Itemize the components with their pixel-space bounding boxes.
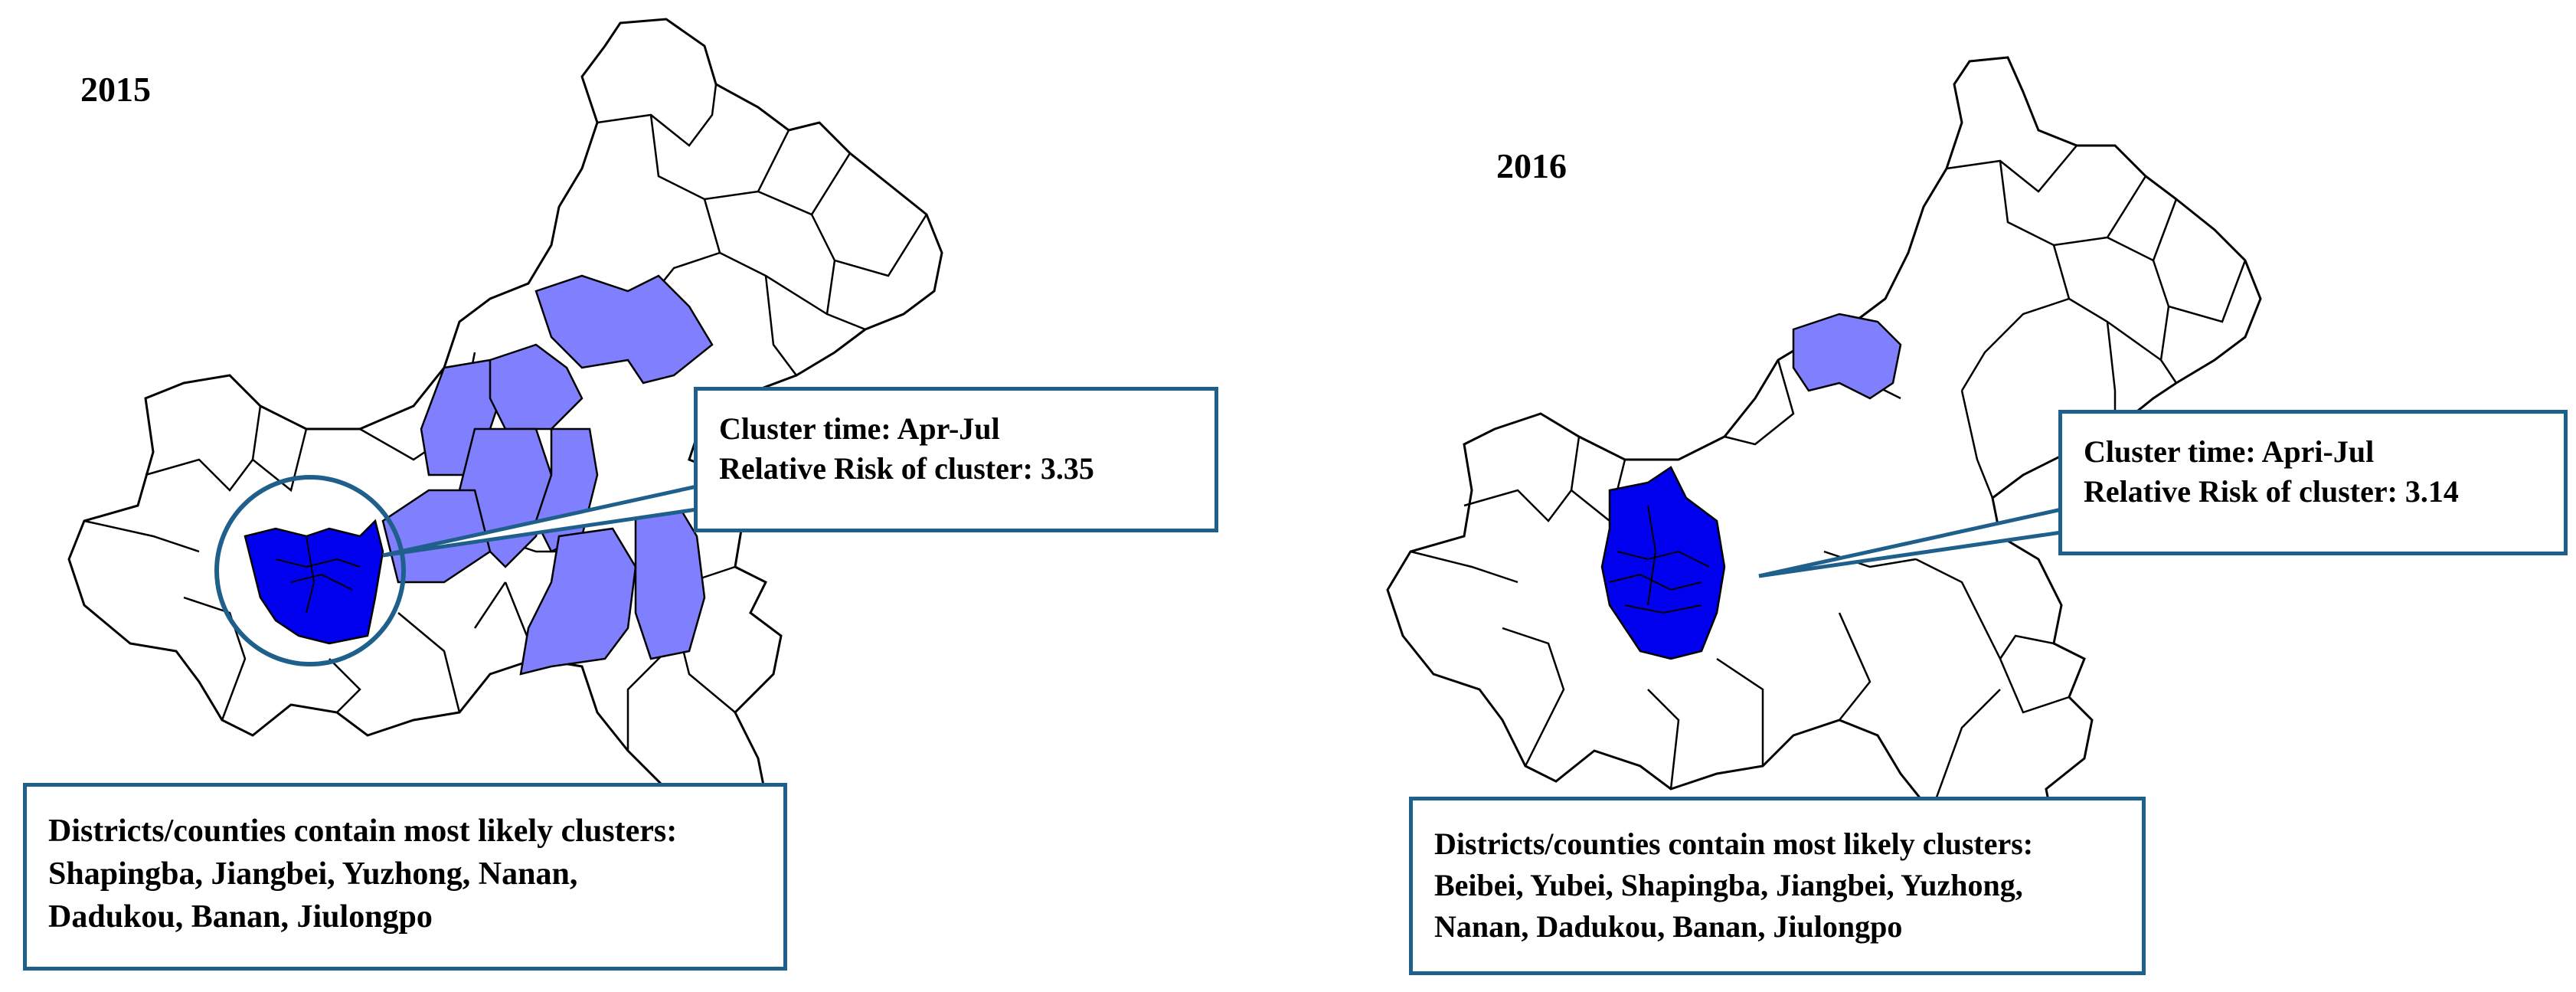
most-likely-cluster <box>1600 466 1726 660</box>
district-light-6 <box>381 489 492 584</box>
cluster-internal-boundary <box>1609 573 1702 591</box>
cluster-internal-boundary <box>1617 550 1710 568</box>
cluster-internal-boundary <box>275 558 361 568</box>
year-label: 2016 <box>1496 146 1567 185</box>
map-2015 <box>67 18 943 814</box>
map-2016 <box>1386 56 2262 844</box>
cluster-time: Cluster time: Apr-Jul <box>719 411 1000 446</box>
districts-line-1: Shapingba, Jiangbei, Yuzhong, Nanan, <box>48 856 578 892</box>
districts-box: Districts/counties contain most likely c… <box>23 783 787 971</box>
district-light-3 <box>489 343 584 431</box>
map-panel-2016: 2016 Cluster time: Apri-Jul Relative Ris… <box>1288 0 2576 992</box>
relative-risk: Relative Risk of cluster: 3.14 <box>2084 474 2459 509</box>
cluster-internal-boundary <box>1647 505 1657 606</box>
cluster-internal-boundary <box>1624 604 1702 614</box>
district-light-7 <box>519 527 637 676</box>
districts-heading: Districts/counties contain most likely c… <box>48 814 678 849</box>
districts-line-2: Nanan, Dadukou, Banan, Jiulongpo <box>1434 909 1903 944</box>
most-likely-cluster <box>244 519 384 645</box>
relative-risk: Relative Risk of cluster: 3.35 <box>719 451 1094 486</box>
districts-line-2: Dadukou, Banan, Jiulongpo <box>48 899 433 935</box>
cluster-internal-boundary <box>290 573 353 591</box>
cluster-time: Cluster time: Apri-Jul <box>2084 434 2375 469</box>
cluster-circle <box>214 475 406 666</box>
districts-heading: Districts/counties contain most likely c… <box>1434 827 2034 861</box>
districts-line-1: Beibei, Yubei, Shapingba, Jiangbei, Yuzh… <box>1434 868 2023 902</box>
district-light-1 <box>534 274 714 385</box>
district-light-1 <box>1792 313 1902 400</box>
year-label: 2015 <box>80 70 151 109</box>
cluster-internal-boundary <box>306 535 315 614</box>
districts-box: Districts/counties contain most likely c… <box>1409 797 2146 975</box>
cluster-callout: Cluster time: Apri-Jul Relative Risk of … <box>2058 410 2568 555</box>
cluster-core-area <box>1600 466 1726 660</box>
cluster-callout: Cluster time: Apr-Jul Relative Risk of c… <box>694 387 1218 532</box>
map-panel-2015: 2015 Cluster time: Apr-Jul Relative Risk… <box>23 18 1218 971</box>
